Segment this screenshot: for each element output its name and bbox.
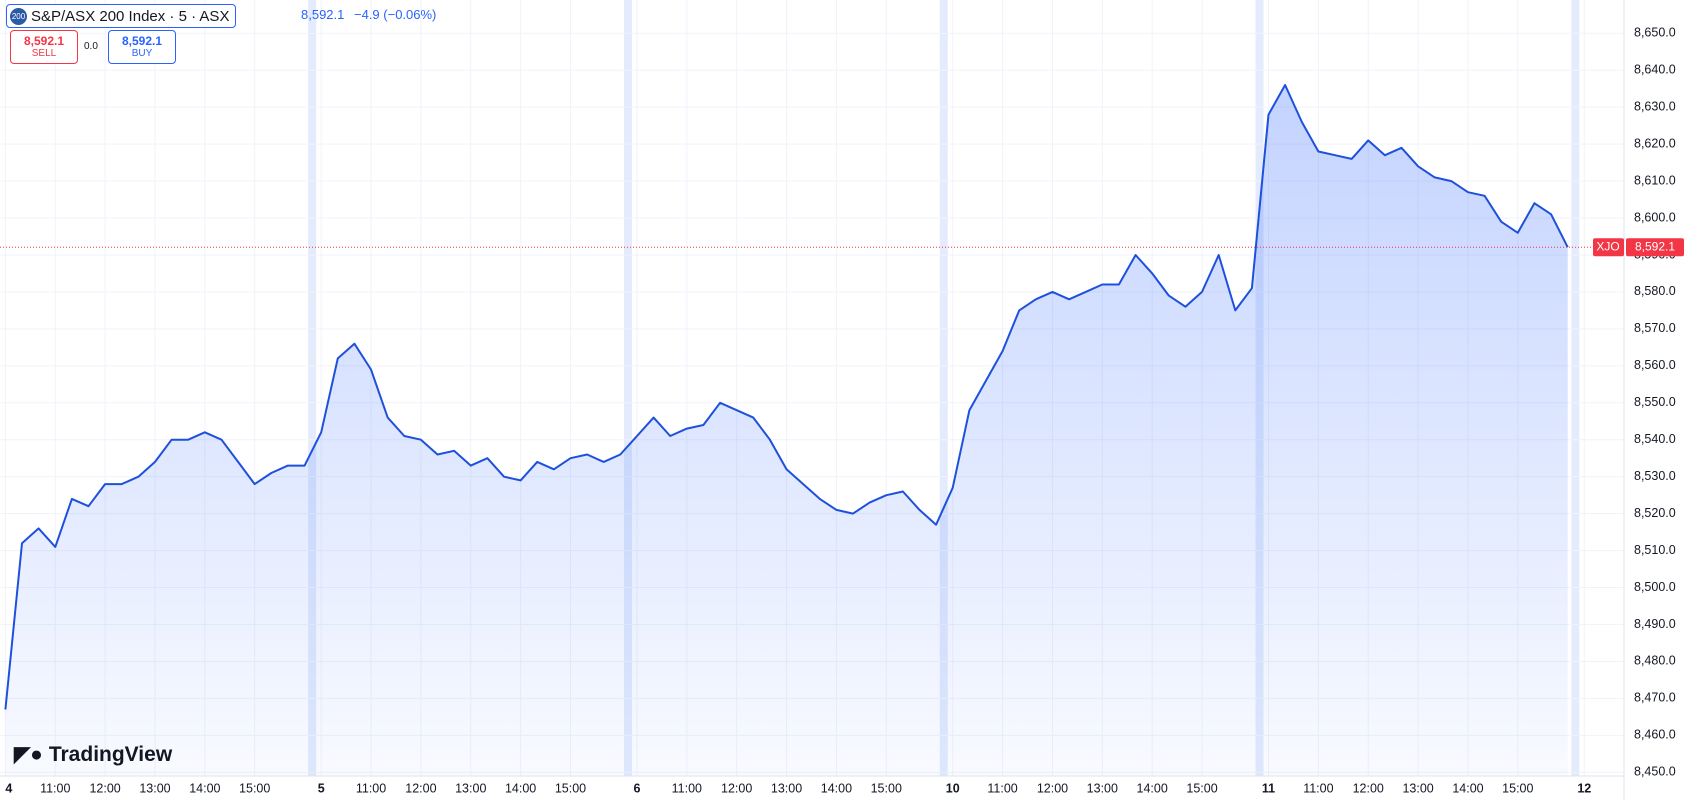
x-tick-label: 11:00 — [356, 781, 386, 795]
y-tick-label: 8,640.0 — [1634, 63, 1676, 77]
x-tick-label: 15:00 — [239, 781, 270, 795]
y-tick-label: 8,470.0 — [1634, 691, 1676, 705]
y-tick-label: 8,560.0 — [1634, 358, 1676, 372]
x-tick-label: 12 — [1577, 781, 1591, 795]
brand-logo: ◤● — [14, 743, 43, 766]
y-tick-label: 8,650.0 — [1634, 26, 1676, 40]
x-tick-label: 12:00 — [721, 781, 752, 795]
symbol-title: S&P/ASX 200 Index · 5 · ASX — [31, 7, 230, 25]
x-tick-label: 11:00 — [672, 781, 702, 795]
x-tick-label: 14:00 — [189, 781, 220, 795]
y-tick-label: 8,490.0 — [1634, 617, 1676, 631]
x-tick-label: 11 — [1262, 781, 1275, 795]
x-tick-label: 5 — [318, 781, 325, 795]
x-tick-label: 12:00 — [1037, 781, 1068, 795]
x-tick-label: 11:00 — [40, 781, 70, 795]
symbol-header[interactable]: 200 S&P/ASX 200 Index · 5 · ASX — [6, 4, 237, 28]
y-tick-label: 8,480.0 — [1634, 654, 1676, 668]
price-tag-bg — [1626, 238, 1684, 257]
spread: 0.0 — [84, 41, 98, 52]
x-tick-label: 14:00 — [821, 781, 852, 795]
y-tick-label: 8,610.0 — [1634, 173, 1676, 187]
x-tick-label: 6 — [633, 781, 640, 795]
symbol-icon: 200 — [10, 7, 27, 25]
session-break — [623, 0, 632, 776]
x-tick-label: 13:00 — [771, 781, 802, 795]
buy-button[interactable]: 8,592.1 BUY — [108, 30, 176, 64]
y-tick-label: 8,520.0 — [1634, 506, 1676, 520]
sell-price: 8,592.1 — [23, 34, 65, 48]
session-break — [1571, 0, 1580, 776]
buy-label: BUY — [131, 48, 153, 59]
y-tick-label: 8,500.0 — [1634, 580, 1676, 594]
sell-label: SELL — [31, 48, 57, 59]
y-tick-label: 8,540.0 — [1634, 432, 1676, 446]
x-tick-label: 4 — [5, 781, 12, 795]
area-fill — [5, 85, 1568, 776]
x-tick-label: 13:00 — [1087, 781, 1118, 795]
y-tick-label: 8,600.0 — [1634, 210, 1676, 224]
x-tick-label: 11:00 — [1303, 781, 1333, 795]
x-tick-label: 13:00 — [139, 781, 170, 795]
y-tick-label: 8,550.0 — [1634, 395, 1676, 409]
session-break — [939, 0, 948, 776]
x-tick-label: 15:00 — [1186, 781, 1217, 795]
y-tick-label: 8,510.0 — [1634, 543, 1676, 557]
y-tick-label: 8,570.0 — [1634, 321, 1676, 335]
y-tick-label: 8,460.0 — [1634, 728, 1676, 742]
y-tick-label: 8,580.0 — [1634, 284, 1676, 298]
x-tick-label: 14:00 — [1452, 781, 1483, 795]
price-tag-value: 8,592.1 — [1635, 239, 1675, 253]
x-tick-label: 12:00 — [89, 781, 120, 795]
x-tick-label: 13:00 — [455, 781, 486, 795]
x-tick-label: 13:00 — [1402, 781, 1433, 795]
x-tick-label: 11:00 — [987, 781, 1017, 795]
brand-name: TradingView — [48, 743, 173, 766]
quote: 8,592.1 −4.9 (−0.06%) — [301, 7, 442, 22]
y-tick-label: 8,450.0 — [1634, 765, 1676, 779]
x-tick-label: 14:00 — [1137, 781, 1168, 795]
x-tick-label: 15:00 — [871, 781, 902, 795]
y-tick-label: 8,630.0 — [1634, 99, 1676, 113]
price-line — [4, 84, 1569, 710]
x-tick-label: 12:00 — [1353, 781, 1384, 795]
last-price: 8,592.1 — [301, 7, 345, 22]
y-tick-label: 8,530.0 — [1634, 469, 1676, 483]
price-tag-symbol-bg — [1593, 238, 1624, 257]
brand[interactable]: ◤● TradingView — [14, 742, 172, 767]
price-change: −4.9 (−0.06%) — [354, 7, 437, 22]
sell-button[interactable]: 8,592.1 SELL — [10, 30, 78, 64]
x-tick-label: 15:00 — [1502, 781, 1533, 795]
price-tag-symbol: XJO — [1596, 239, 1619, 253]
x-tick-label: 15:00 — [555, 781, 586, 795]
session-break — [308, 0, 317, 776]
buy-price: 8,592.1 — [121, 34, 163, 48]
x-tick-label: 12:00 — [405, 781, 436, 795]
x-tick-label: 14:00 — [505, 781, 536, 795]
x-tick-label: 10 — [946, 781, 960, 795]
y-tick-label: 8,620.0 — [1634, 136, 1676, 150]
